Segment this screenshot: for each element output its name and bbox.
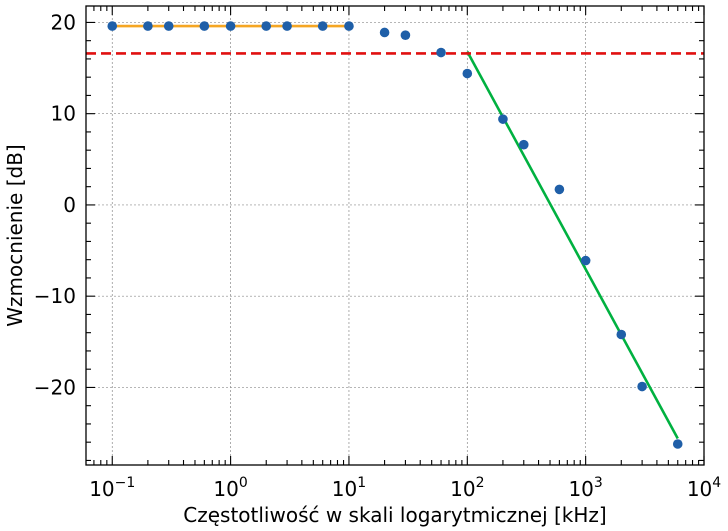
data-point [199,21,210,31]
y-tick-label: 20 [51,10,76,34]
x-tick-label: 101 [332,475,366,501]
y-tick-label: 10 [51,102,76,126]
x-tick-label: 104 [687,475,721,501]
data-point [143,21,153,31]
x-tick-labels: 10−1 100 101 102 103 104 [89,475,721,501]
fit-lines [86,24,704,440]
data-point [554,184,565,195]
grid [86,6,705,465]
fit-line [466,51,679,440]
data-point [637,381,647,392]
x-tick-label: 103 [568,475,602,501]
axis-ticks [86,6,705,465]
x-tick-label: 100 [213,475,247,501]
data-point [616,329,627,340]
data-point [672,439,683,449]
data-point [344,21,354,31]
data-point [518,139,529,150]
data-point [462,68,473,79]
x-axis-label: Częstotliwość w skali logarytmicznej [kH… [183,503,606,527]
data-point [379,27,390,38]
y-tick-label: −20 [34,375,76,399]
data-point [580,255,591,266]
data-point [436,47,446,58]
data-points [107,21,683,449]
y-tick-labels: 20 10 0 −10 −20 [34,10,76,399]
data-point [107,21,118,31]
x-tick-label: 102 [450,475,484,501]
y-tick-label: 0 [63,193,76,217]
y-tick-label: −10 [34,284,76,308]
data-point [498,114,508,124]
data-point [163,21,174,31]
data-point [261,21,272,31]
plot-frame [85,5,705,466]
data-point [400,30,411,41]
data-point [282,21,292,31]
data-point [317,21,328,31]
x-tick-label: 10−1 [89,475,135,501]
data-point [225,21,236,31]
y-axis-label: Wzmocnienie [dB] [3,144,27,326]
